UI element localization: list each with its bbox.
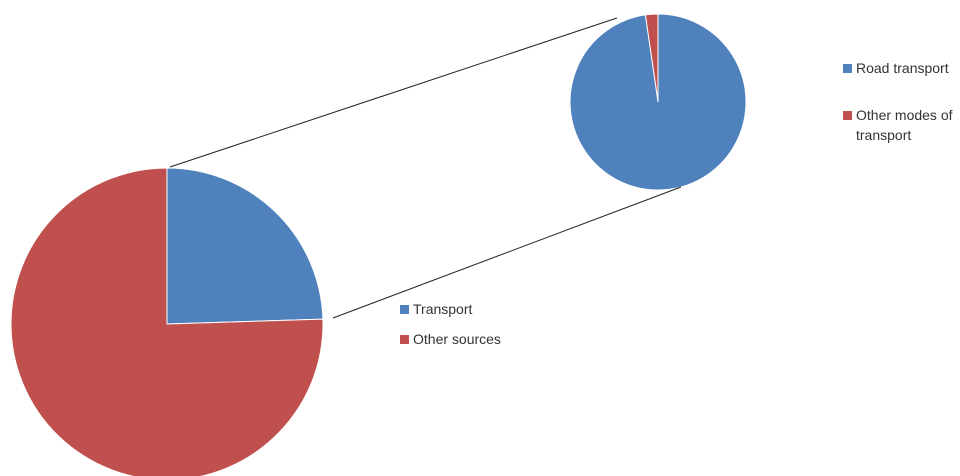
legend-swatch-other-modes: [843, 111, 852, 120]
legend-label-transport: Transport: [413, 301, 473, 317]
detail-pie: [569, 13, 747, 191]
main-pie: [10, 167, 324, 476]
main-legend: Transport Other sources: [400, 301, 501, 347]
connector-lines: [169, 17, 682, 319]
pie-slice-other-sources: [10, 167, 324, 476]
legend-swatch-road-transport: [843, 64, 852, 73]
connector-line-bottom: [332, 186, 682, 319]
legend-swatch-other-sources: [400, 335, 409, 344]
legend-label-other-modes-line2: transport: [856, 127, 911, 143]
legend-swatch-transport: [400, 305, 409, 314]
legend-label-other-modes-line1: Other modes of: [856, 107, 953, 123]
pie-slice-transport: [166, 167, 324, 325]
connector-line-top: [169, 17, 618, 168]
detail-legend: Road transport Other modes of transport: [843, 60, 953, 143]
legend-label-other-sources: Other sources: [413, 331, 501, 347]
legend-label-road-transport: Road transport: [856, 60, 949, 76]
pie-slice-road-transport: [569, 13, 747, 191]
